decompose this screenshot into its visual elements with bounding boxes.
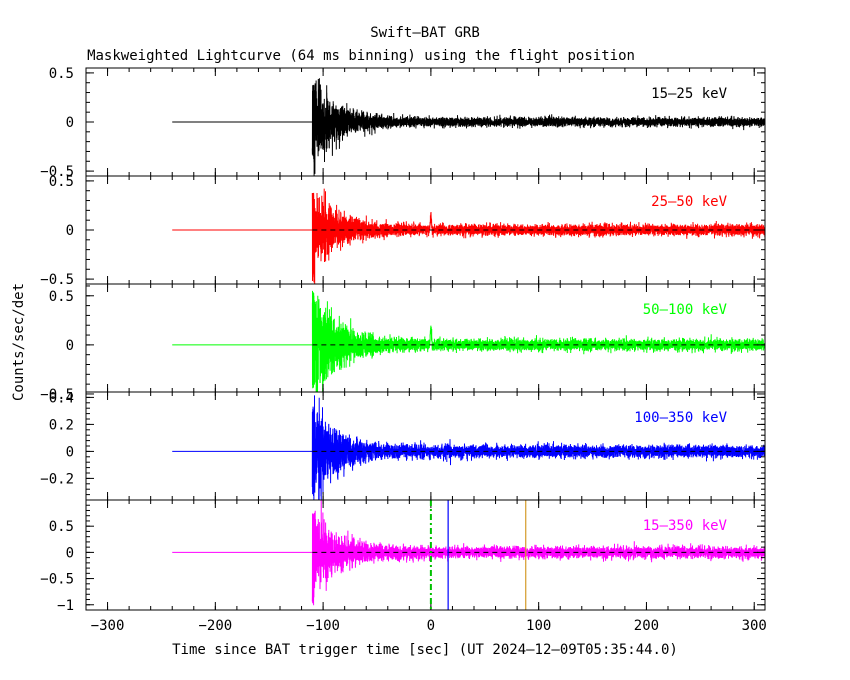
panel-2-frame bbox=[85, 283, 766, 393]
series-2-burst bbox=[311, 290, 765, 392]
series-1-burst bbox=[311, 188, 765, 284]
panel-1-band-label: 25–50 keV bbox=[651, 194, 727, 210]
panel-4-band-label: 15–350 keV bbox=[643, 518, 728, 534]
panel-2: −0.5 0 0.5 50–100 keV bbox=[40, 283, 766, 403]
panel-4-ytick-label: 0 bbox=[66, 545, 74, 561]
x-axis-label: Time since BAT trigger time [sec] (UT 20… bbox=[172, 642, 678, 658]
x-tick-label: 300 bbox=[742, 618, 767, 634]
panel-3-band-label: 100–350 keV bbox=[634, 410, 727, 426]
series-3-burst bbox=[311, 395, 765, 500]
panel-3: −0.2 0 0.2 0.4 100–350 keV bbox=[40, 390, 766, 501]
panel-4-ytick-label: 0.5 bbox=[49, 519, 74, 535]
chart-title: Swift–BAT GRB bbox=[370, 25, 480, 41]
panel-1-ytick-label: 0.5 bbox=[49, 174, 74, 190]
chart-subtitle: Maskweighted Lightcurve (64 ms binning) … bbox=[87, 48, 635, 64]
panel-1: −0.5 0 0.5 25–50 keV bbox=[40, 174, 766, 288]
panel-4: −1 −0.5 0 0.5 15–350 keV bbox=[40, 499, 766, 614]
y-axis-label: Counts/sec/det bbox=[11, 283, 27, 401]
series-0-burst bbox=[311, 78, 765, 176]
panel-group: −0.5 0 0.5 15–25 keV −0.5 0 0.5 25–50 keV −0.5 0 0… bbox=[40, 66, 766, 614]
panel-3-ytick-label: 0.2 bbox=[49, 417, 74, 433]
panel-2-band-label: 50–100 keV bbox=[643, 302, 728, 318]
panel-0-ytick-label: 0 bbox=[66, 115, 74, 131]
panel-0-band-label: 15–25 keV bbox=[651, 86, 727, 102]
panel-3-ytick-label: −0.2 bbox=[40, 471, 74, 487]
x-tick-label: −300 bbox=[91, 618, 125, 634]
x-tick-label: −100 bbox=[306, 618, 340, 634]
series-4-burst bbox=[311, 500, 765, 606]
panel-3-ytick-label: 0 bbox=[66, 444, 74, 460]
panel-1-ytick-label: 0 bbox=[66, 223, 74, 239]
panel-0-ytick-label: −0.5 bbox=[40, 164, 74, 180]
panel-2-ytick-label: −0.5 bbox=[40, 387, 74, 403]
x-tick-label: 100 bbox=[526, 618, 551, 634]
panel-0: −0.5 0 0.5 15–25 keV bbox=[40, 66, 766, 180]
panel-2-ytick-label: 0.5 bbox=[49, 289, 74, 305]
x-axis: −300 −200 −100 0 100 200 300 bbox=[91, 618, 767, 634]
x-tick-label: 200 bbox=[634, 618, 659, 634]
panel-3-ytick-label: 0.4 bbox=[49, 390, 74, 406]
x-tick-label: −200 bbox=[198, 618, 232, 634]
x-tick-label: 0 bbox=[427, 618, 435, 634]
panel-4-frame bbox=[85, 499, 766, 611]
panel-0-ytick-label: 0.5 bbox=[49, 66, 74, 82]
panel-1-ytick-label: −0.5 bbox=[40, 272, 74, 288]
panel-4-ytick-label: −0.5 bbox=[40, 572, 74, 588]
panel-4-ytick-label: −1 bbox=[57, 598, 74, 614]
panel-2-ytick-label: 0 bbox=[66, 338, 74, 354]
